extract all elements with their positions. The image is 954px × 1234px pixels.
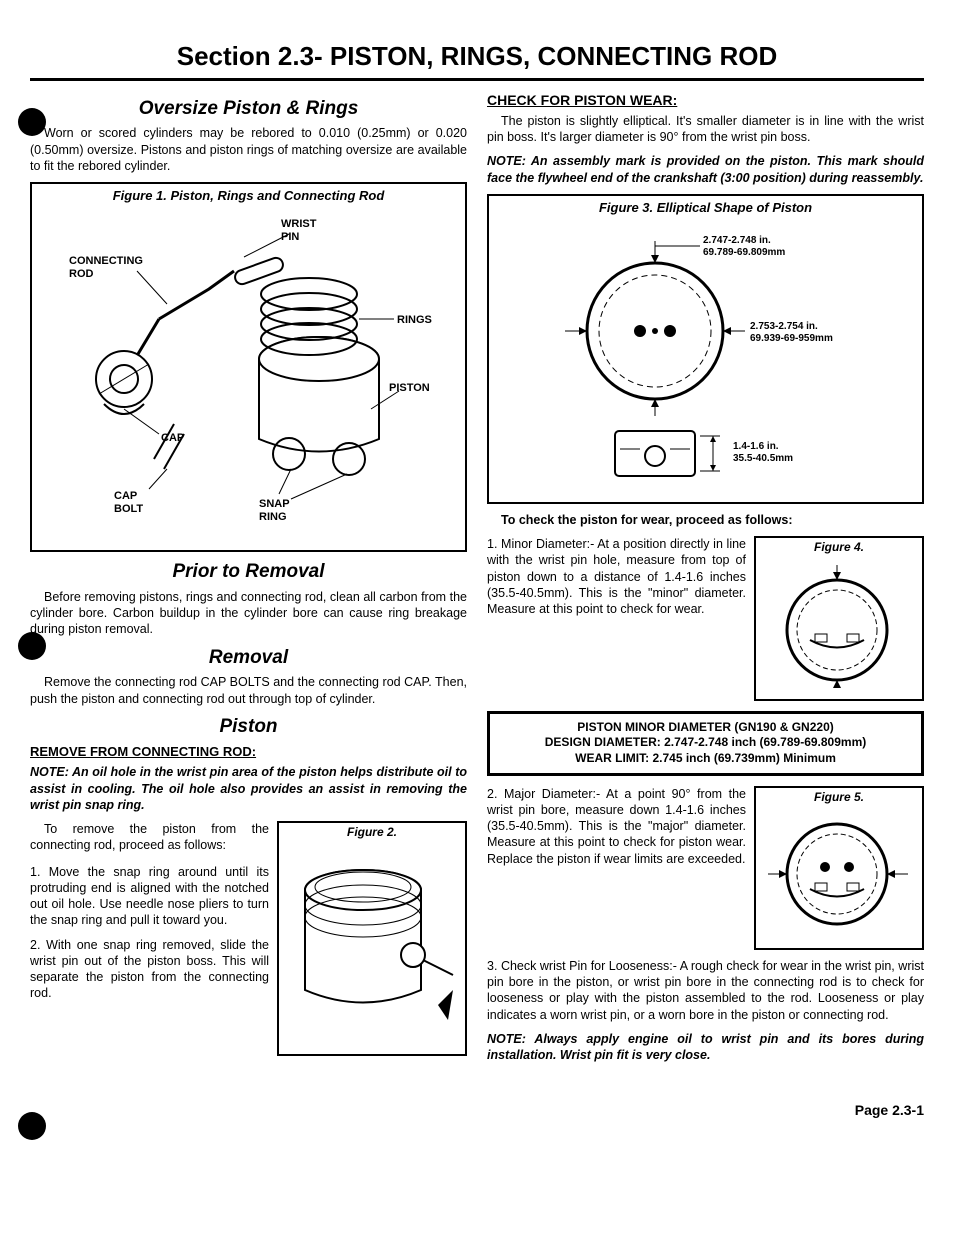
piston-heading: Piston: [30, 715, 467, 740]
figure-2-box: Figure 2.: [277, 821, 467, 1055]
margin-bullet-1: [18, 108, 46, 136]
svg-text:BOLT: BOLT: [114, 503, 143, 515]
fig1-label-cap: CAP: [161, 432, 184, 444]
piston-subhead: REMOVE FROM CONNECTING ROD:: [30, 744, 467, 761]
prior-body: Before removing pistons, rings and conne…: [30, 589, 467, 638]
figure-3-diagram: 2.747-2.748 in. 69.789-69.809mm 2.753-2.…: [495, 221, 895, 491]
svg-text:69.789-69.809mm: 69.789-69.809mm: [703, 247, 785, 258]
figure-1-title: Figure 1. Piston, Rings and Connecting R…: [38, 188, 459, 205]
figure-1-box: Figure 1. Piston, Rings and Connecting R…: [30, 182, 467, 552]
fig1-label-rings: RINGS: [397, 314, 432, 326]
svg-text:35.5-40.5mm: 35.5-40.5mm: [733, 453, 793, 464]
oversize-body: Worn or scored cylinders may be rebored …: [30, 125, 467, 174]
figure-4-title: Figure 4.: [760, 540, 918, 556]
figure-4-box: Figure 4.: [754, 536, 924, 700]
step2-row: 2. Major Diameter:- At a point 90° from …: [487, 786, 924, 950]
removal-body: Remove the connecting rod CAP BOLTS and …: [30, 674, 467, 707]
figure-2-diagram: [283, 845, 458, 1045]
removal-heading: Removal: [30, 646, 467, 671]
piston-step1: 1. Move the snap ring around until its p…: [30, 864, 269, 929]
figure-5-box: Figure 5.: [754, 786, 924, 950]
margin-bullet-2: [18, 632, 46, 660]
figure-5-title: Figure 5.: [760, 790, 918, 806]
spec-line1: PISTON MINOR DIAMETER (GN190 & GN220): [498, 720, 913, 736]
right-column: CHECK FOR PISTON WEAR: The piston is sli…: [487, 91, 924, 1072]
page-footer: Page 2.3-1: [30, 1101, 924, 1119]
piston-intro: To remove the piston from the connecting…: [30, 821, 269, 854]
spec-line2: DESIGN DIAMETER: 2.747-2.748 inch (69.78…: [498, 735, 913, 751]
check-intro: To check the piston for wear, proceed as…: [487, 512, 924, 528]
figure-2-title: Figure 2.: [283, 825, 461, 841]
margin-bullet-3: [18, 1112, 46, 1140]
figure-4-diagram: [760, 560, 915, 690]
svg-text:1.4-1.6 in.: 1.4-1.6 in.: [733, 441, 779, 452]
figure-5-diagram: [760, 809, 915, 939]
two-column-layout: Oversize Piston & Rings Worn or scored c…: [30, 91, 924, 1072]
piston-step2: 2. With one snap ring removed, slide the…: [30, 937, 269, 1002]
step1-text: 1. Minor Diameter:- At a position direct…: [487, 536, 746, 617]
prior-heading: Prior to Removal: [30, 560, 467, 585]
left-column: Oversize Piston & Rings Worn or scored c…: [30, 91, 467, 1072]
step1-row: 1. Minor Diameter:- At a position direct…: [487, 536, 924, 700]
fig1-label-capbolt: CAP: [114, 490, 137, 502]
page-title: Section 2.3- PISTON, RINGS, CONNECTING R…: [30, 40, 924, 81]
svg-text:69.939-69-959mm: 69.939-69-959mm: [750, 333, 833, 344]
check-wear-note: NOTE: An assembly mark is provided on th…: [487, 153, 924, 186]
fig1-label-snapring: SNAP: [259, 498, 290, 510]
spec-line3: WEAR LIMIT: 2.745 inch (69.739mm) Minimu…: [498, 751, 913, 767]
piston-steps-row: To remove the piston from the connecting…: [30, 821, 467, 1055]
figure-3-box: Figure 3. Elliptical Shape of Piston: [487, 194, 924, 504]
svg-text:2.753-2.754 in.: 2.753-2.754 in.: [750, 321, 818, 332]
piston-note: NOTE: An oil hole in the wrist pin area …: [30, 764, 467, 813]
fig1-label-wristpin: WRIST: [281, 218, 317, 230]
svg-text:PIN: PIN: [281, 231, 299, 243]
figure-3-title: Figure 3. Elliptical Shape of Piston: [495, 200, 916, 217]
check-wear-heading: CHECK FOR PISTON WEAR:: [487, 91, 924, 109]
step3-note: NOTE: Always apply engine oil to wrist p…: [487, 1031, 924, 1064]
svg-text:ROD: ROD: [69, 268, 94, 280]
svg-text:2.747-2.748 in.: 2.747-2.748 in.: [703, 235, 771, 246]
oversize-heading: Oversize Piston & Rings: [30, 97, 467, 122]
svg-text:RING: RING: [259, 511, 287, 523]
figure-1-diagram: CONNECTING ROD WRIST PIN RINGS PISTON CA…: [59, 209, 439, 539]
fig1-label-conrod: CONNECTING: [69, 255, 143, 267]
spec-box: PISTON MINOR DIAMETER (GN190 & GN220) DE…: [487, 711, 924, 776]
check-wear-body: The piston is slightly elliptical. It's …: [487, 113, 924, 146]
step3-text: 3. Check wrist Pin for Looseness:- A rou…: [487, 958, 924, 1023]
fig1-label-piston: PISTON: [389, 382, 430, 394]
step2-text: 2. Major Diameter:- At a point 90° from …: [487, 786, 746, 867]
